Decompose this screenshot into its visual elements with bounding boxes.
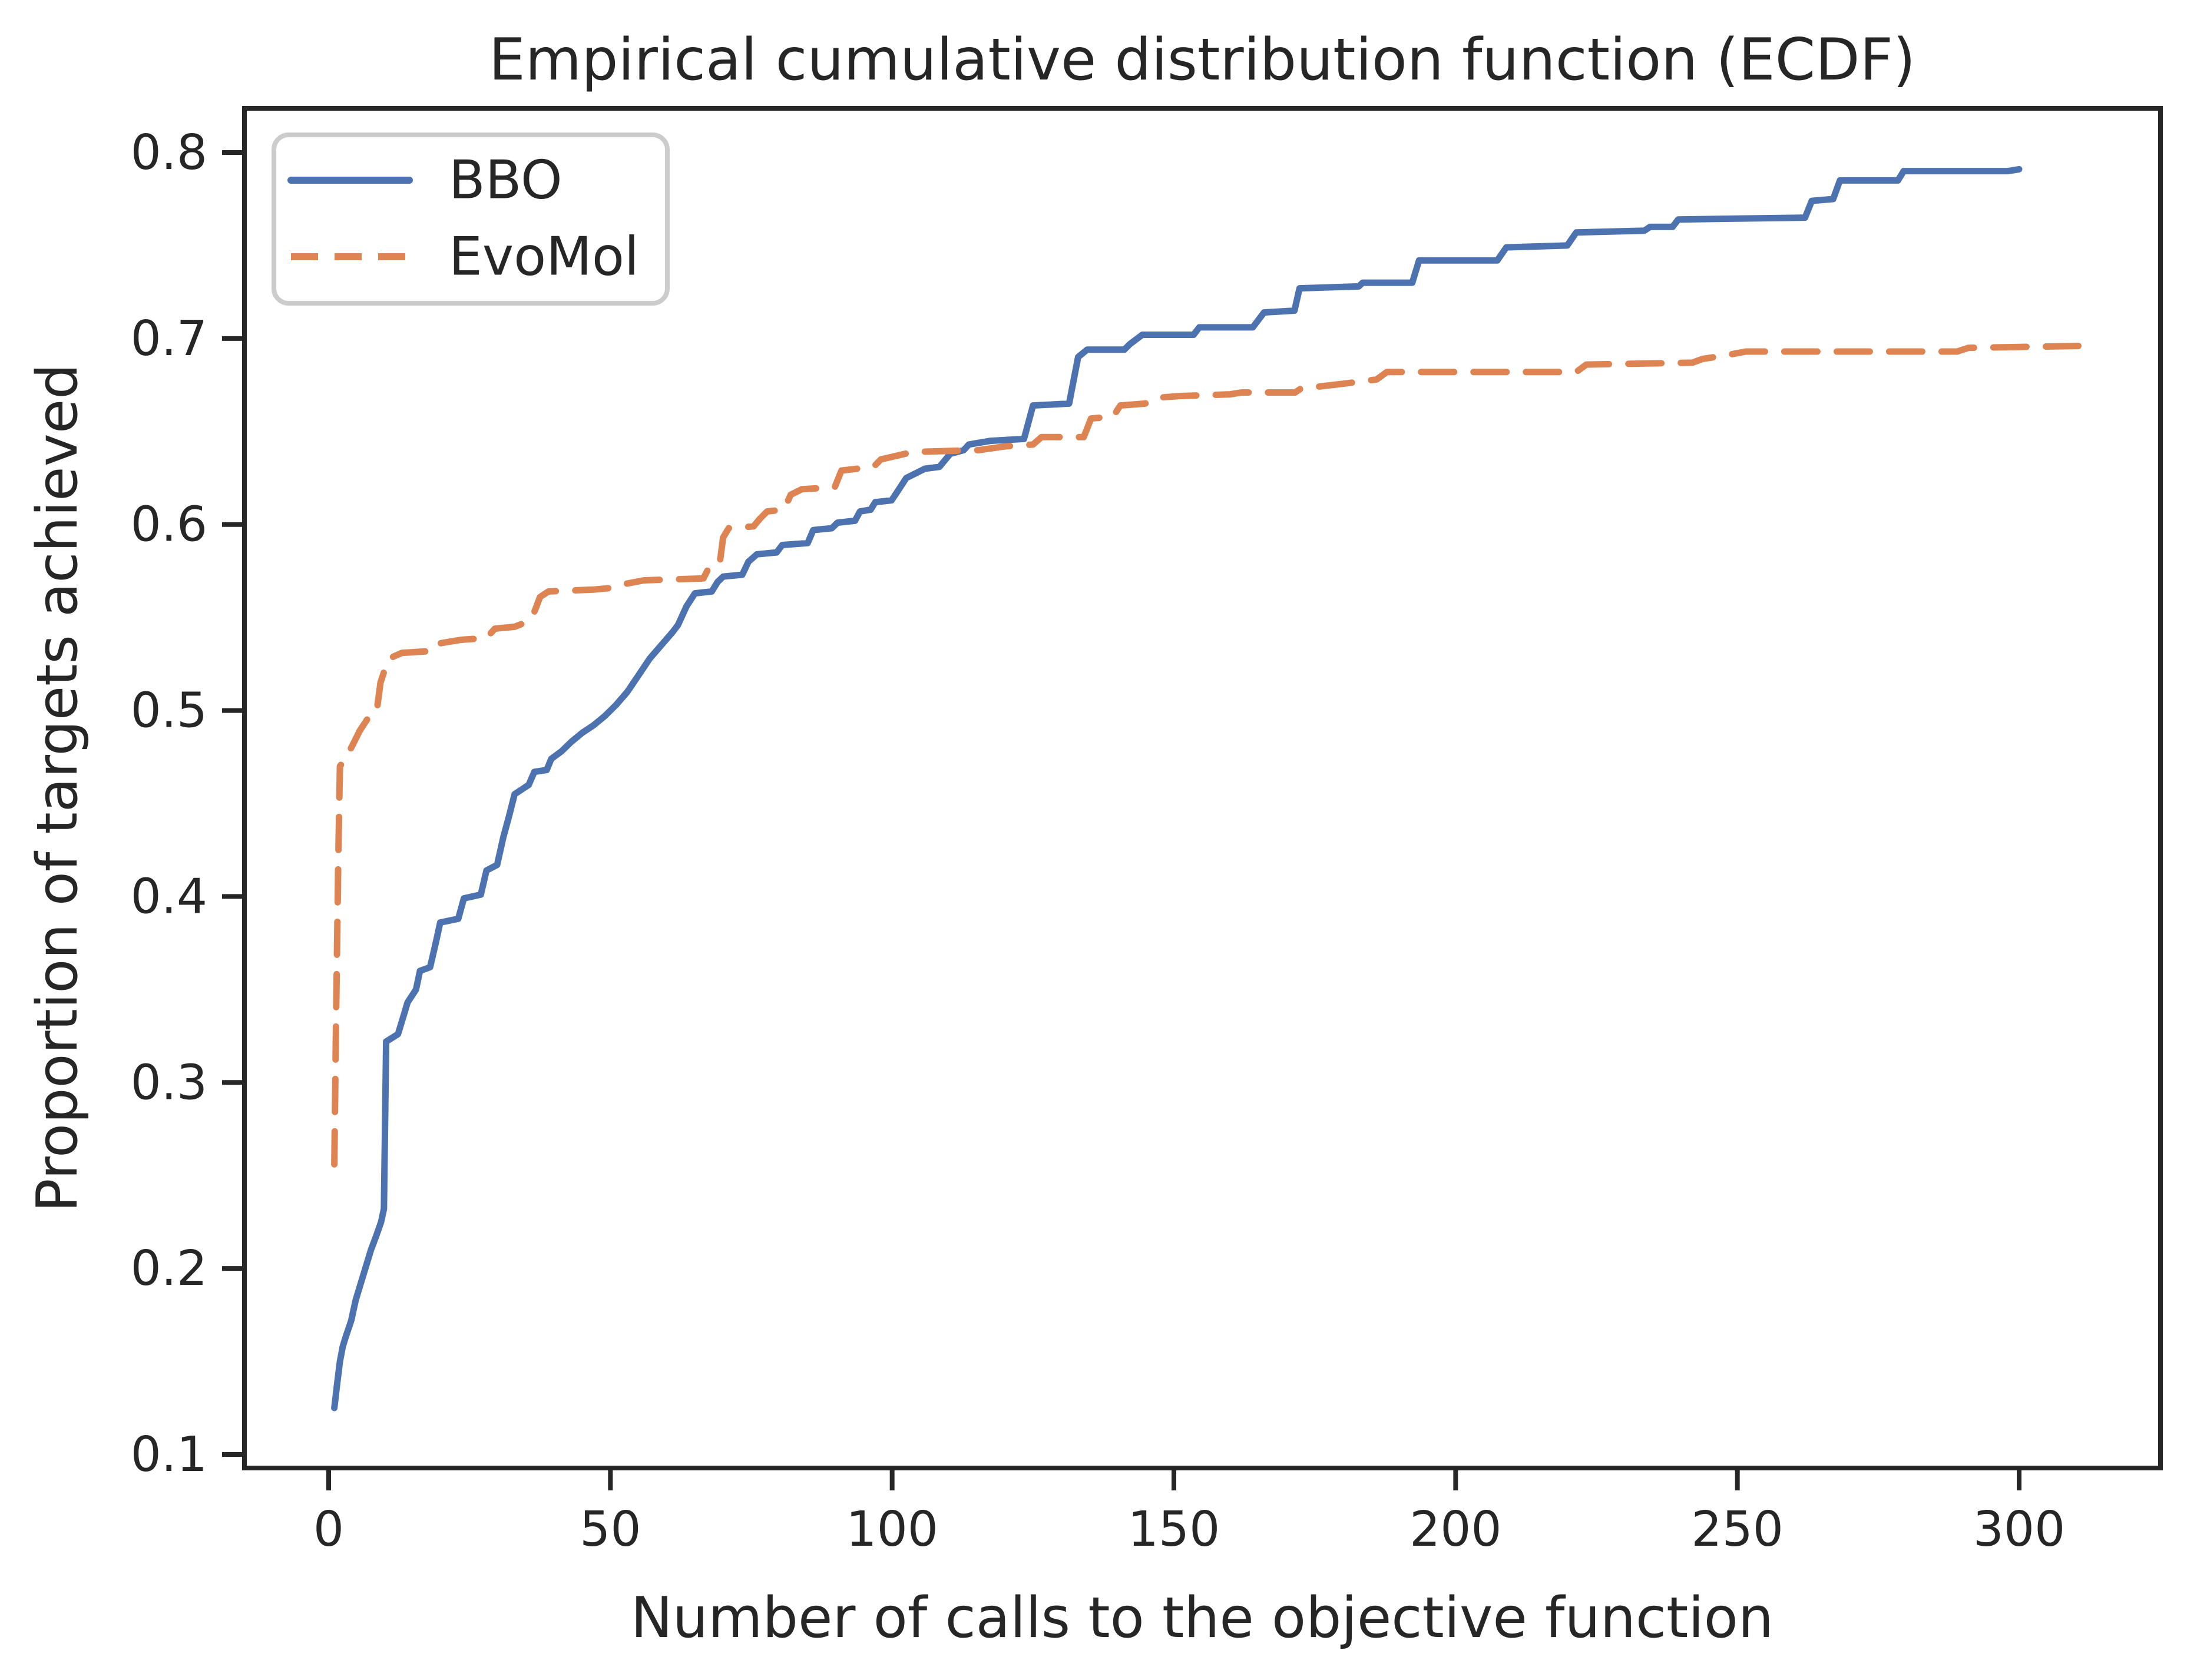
x-axis-label: Number of calls to the objective functio… [631,1586,1774,1651]
x-tick-label: 300 [1973,1502,2066,1558]
y-tick-label: 0.4 [131,869,207,925]
y-tick-label: 0.8 [131,125,207,181]
chart-title: Empirical cumulative distribution functi… [489,26,1915,94]
x-tick-label: 250 [1691,1502,1784,1558]
x-tick-label: 50 [580,1502,641,1558]
legend-label-bbo: BBO [449,150,563,211]
y-axis-ticks: 0.1 0.2 0.3 0.4 0.5 0.6 0.7 0.8 [131,125,244,1483]
y-axis-label: Proportion of targets achieved [25,363,90,1212]
x-tick-label: 0 [313,1502,344,1558]
y-tick-label: 0.7 [131,311,207,367]
y-tick-label: 0.5 [131,683,207,739]
x-tick-label: 200 [1409,1502,1502,1558]
curves-group [331,165,2082,1411]
x-tick-label: 100 [846,1502,938,1558]
plot-area-frame [242,106,2163,1470]
legend: BBO EvoMol [272,132,670,306]
x-tick-label: 150 [1128,1502,1220,1558]
evomol-curve [331,343,2082,1168]
y-tick-label: 0.1 [131,1427,207,1483]
x-axis-ticks: 0 50 100 150 200 250 300 [313,1468,2065,1558]
y-tick-label: 0.3 [131,1055,207,1111]
y-tick-label: 0.6 [131,497,207,553]
legend-label-evomol: EvoMol [449,226,639,288]
bbo-curve [331,165,2023,1411]
y-tick-label: 0.2 [131,1241,207,1297]
